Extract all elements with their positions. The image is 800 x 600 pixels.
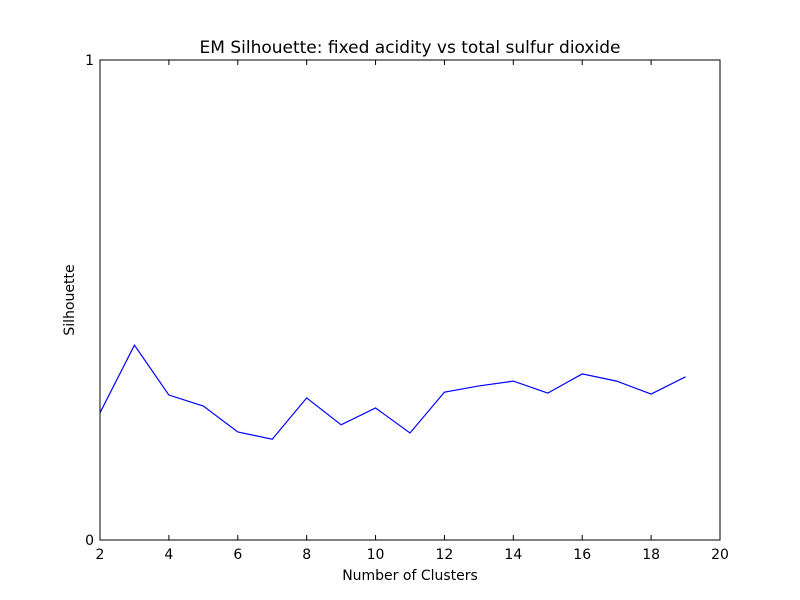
y-tick-label: 0 <box>85 533 94 549</box>
y-tick-label: 1 <box>85 53 94 69</box>
x-tick-label: 10 <box>367 547 385 563</box>
chart-title: EM Silhouette: fixed acidity vs total su… <box>200 38 621 58</box>
x-axis-label: Number of Clusters <box>342 568 478 584</box>
x-tick-label: 6 <box>233 547 242 563</box>
data-line <box>99 343 686 440</box>
plot-frame <box>99 59 721 541</box>
x-tick-label: 16 <box>573 547 591 563</box>
x-tick-label: 4 <box>164 547 173 563</box>
x-tick-label: 8 <box>302 547 311 563</box>
x-tick-label: 18 <box>642 547 660 563</box>
y-axis-label: Silhouette <box>62 264 78 335</box>
x-tick-label: 14 <box>504 547 522 563</box>
x-tick-label: 20 <box>711 547 729 563</box>
x-tick-label: 2 <box>96 547 105 563</box>
x-tick-label: 12 <box>436 547 454 563</box>
